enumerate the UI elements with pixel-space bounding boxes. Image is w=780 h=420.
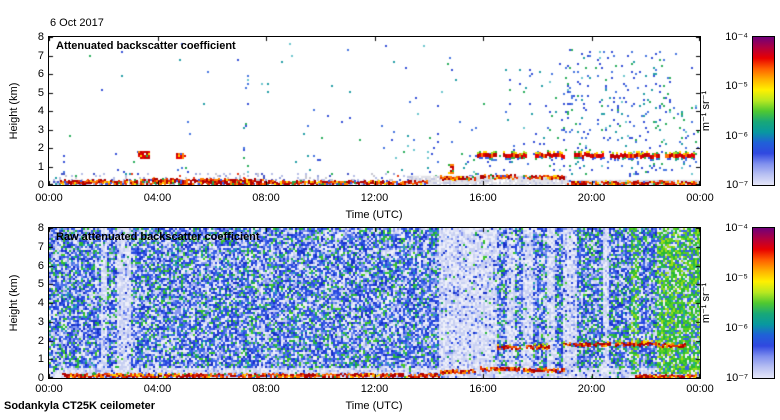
y-tick-label: 0 [37,372,44,384]
colorbar-tick-label: 10⁻⁴ [725,222,748,234]
processed-colorbar [752,36,775,186]
processed-panel [48,36,701,186]
colorbar-tick-label: 10⁻⁷ [725,372,748,384]
y-tick-label: 1 [37,160,44,173]
x-tick-label: 20:00 [577,192,606,204]
y-tick-label: 2 [37,142,44,154]
x-tick-label: 12:00 [360,192,389,204]
colorbar-tick-label: 10⁻⁶ [725,322,748,334]
instrument-footer: Sodankyla CT25K ceilometer [4,400,156,412]
y-tick-label: 3 [37,123,44,136]
processed-colorbar-unit: m⁻¹ sr⁻¹ [700,90,712,132]
y-tick-label: 5 [37,86,44,99]
x-tick-label: 04:00 [143,383,172,395]
y-tick-label: 5 [37,278,44,291]
colorbar-tick-label: 10⁻⁷ [725,179,748,191]
x-tick-label: 16:00 [469,383,497,395]
x-tick-label: 00:00 [686,192,714,204]
x-tick-label: 20:00 [577,383,606,395]
x-tick-label: 12:00 [360,383,389,395]
y-tick-label: 6 [37,68,44,80]
raw-colorbar-unit: m⁻¹ sr⁻¹ [700,282,712,324]
raw-plot-canvas [49,228,700,378]
processed-x-axis-label: Time (UTC) [345,209,403,221]
processed-y-axis-label: Height (km) [8,82,20,140]
colorbar-tick-label: 10⁻⁵ [725,80,748,93]
raw-colorbar [752,227,775,379]
date-label: 6 Oct 2017 [50,17,104,29]
x-tick-label: 00:00 [686,383,714,395]
x-tick-label: 00:00 [35,383,63,395]
y-tick-label: 8 [37,31,44,43]
colorbar-tick-label: 10⁻⁵ [725,272,748,284]
colorbar-tick-label: 10⁻⁶ [725,129,748,142]
y-tick-label: 4 [37,105,44,117]
raw-y-axis-label: Height (km) [8,274,20,332]
y-tick-label: 2 [37,334,44,347]
raw-x-axis-label: Time (UTC) [345,400,403,412]
x-tick-label: 04:00 [143,192,172,204]
x-tick-label: 00:00 [35,192,63,204]
y-tick-label: 7 [37,240,44,253]
processed-panel-title: Attenuated backscatter coefficient [56,40,236,52]
raw-panel-title: Raw attenuated backscatter coefficient [56,231,260,243]
y-tick-label: 0 [37,179,44,191]
x-tick-label: 16:00 [469,192,497,204]
raw-panel [48,227,701,379]
x-tick-label: 08:00 [252,192,280,204]
y-tick-label: 1 [37,353,44,366]
y-tick-label: 8 [37,222,44,234]
colorbar-tick-label: 10⁻⁴ [725,31,748,43]
y-tick-label: 7 [37,49,44,62]
x-tick-label: 08:00 [252,383,280,395]
y-tick-label: 6 [37,259,44,272]
y-tick-label: 3 [37,315,44,328]
y-tick-label: 4 [37,297,44,309]
processed-plot-canvas [49,37,700,185]
